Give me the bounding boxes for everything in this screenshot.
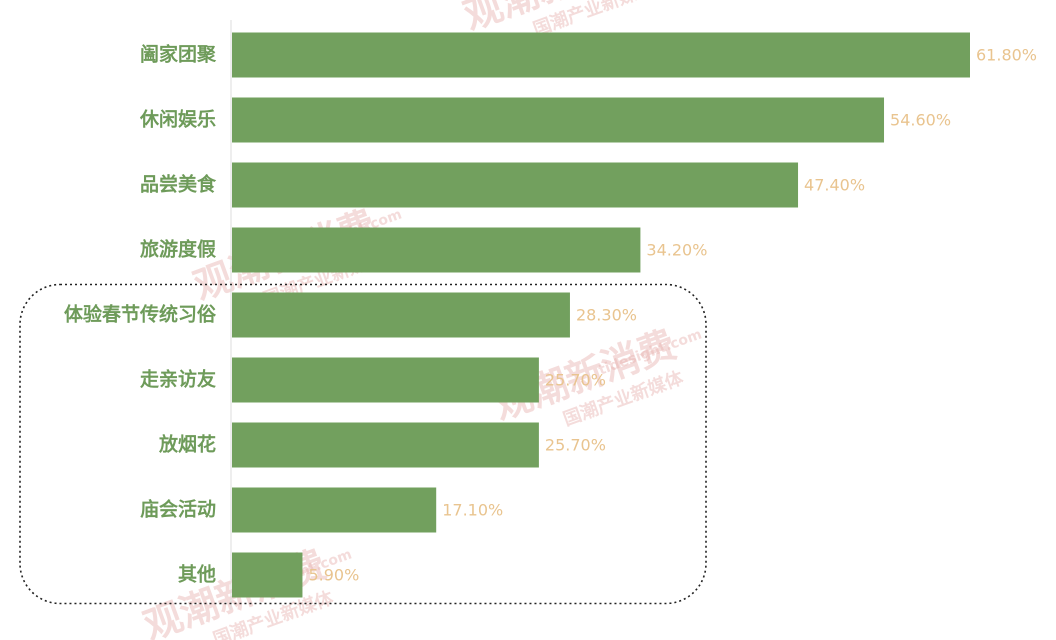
value-label: 28.30%	[576, 306, 637, 325]
value-labels-group: 61.80% 54.60% 47.40% 34.20% 28.30% 25.70% 25.7…	[308, 46, 1037, 585]
value-label: 47.40%	[804, 176, 865, 195]
category-label: 走亲访友	[140, 368, 216, 391]
bar	[232, 162, 799, 208]
bar	[232, 32, 970, 78]
category-label: 旅游度假	[140, 238, 216, 261]
category-label: 体验春节传统习俗	[64, 303, 217, 326]
bar	[232, 227, 641, 273]
category-label: 庙会活动	[140, 498, 216, 521]
bars-group	[232, 32, 970, 598]
value-label: 25.70%	[545, 436, 606, 455]
bar	[232, 487, 437, 533]
bar	[232, 552, 303, 598]
bar	[232, 422, 539, 468]
category-label: 休闲娱乐	[139, 108, 216, 131]
value-label: 54.60%	[890, 111, 951, 130]
value-label: 34.20%	[646, 241, 707, 260]
category-label: 其他	[178, 563, 216, 586]
value-label: 5.90%	[308, 566, 359, 585]
category-label: 阖家团聚	[140, 43, 217, 66]
value-label: 61.80%	[976, 46, 1037, 65]
bar	[232, 97, 885, 143]
bar	[232, 292, 570, 338]
value-label: 17.10%	[442, 501, 503, 520]
bar	[232, 357, 539, 403]
category-label: 品尝美食	[140, 173, 217, 196]
category-label: 放烟花	[158, 433, 216, 456]
value-label: 25.70%	[545, 371, 606, 390]
